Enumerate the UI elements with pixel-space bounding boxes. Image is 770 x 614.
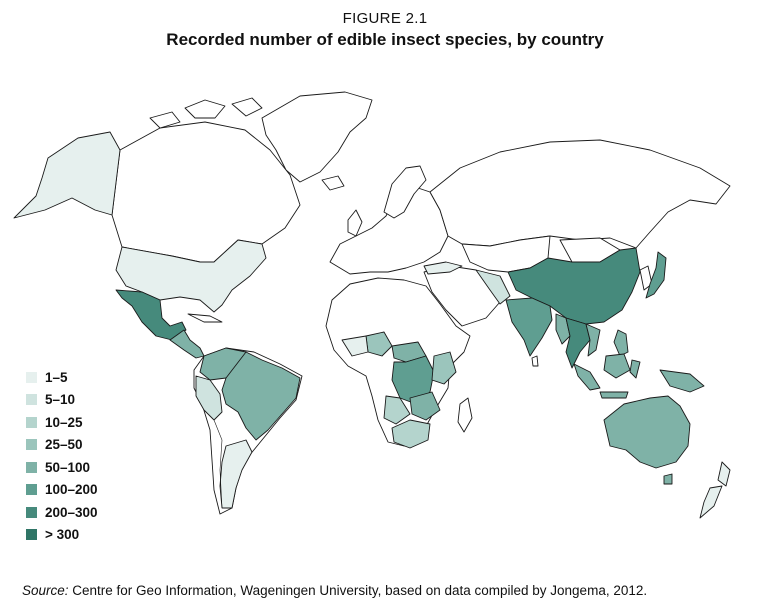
figure-label: FIGURE 2.1 (342, 10, 428, 27)
legend-label: 5–10 (45, 392, 76, 408)
legend-label: 50–100 (45, 459, 91, 475)
png-region (659, 369, 705, 393)
sulawesi-region (629, 359, 641, 379)
legend-label: 25–50 (45, 437, 83, 453)
legend-swatch (26, 416, 37, 428)
west-africa-region (341, 335, 369, 357)
arctic-island-1 (184, 99, 226, 119)
tasmania-region (663, 473, 673, 485)
source-prefix: Source: (22, 583, 69, 598)
cuba-island (187, 313, 223, 323)
legend-label: 100–200 (45, 482, 98, 498)
legend-label: 1–5 (45, 369, 68, 385)
legend-item: > 300 (26, 524, 166, 547)
borneo-region (603, 353, 631, 379)
legend-swatch (26, 529, 37, 541)
legend-label: > 300 (45, 527, 80, 543)
russia-region (429, 139, 731, 249)
australia-region (603, 395, 691, 469)
vietnam-region (585, 323, 601, 357)
legend-item: 100–200 (26, 479, 166, 502)
arctic-island-2 (231, 97, 263, 117)
turkey-region (423, 261, 463, 275)
legend-label: 10–25 (45, 414, 83, 430)
peru-region (195, 375, 223, 421)
legend-swatch (26, 484, 37, 496)
india-region (505, 297, 553, 357)
angola-region (383, 395, 411, 425)
zambia-region (409, 391, 441, 421)
drc-region (391, 355, 435, 405)
source-text: Centre for Geo Information, Wageningen U… (68, 583, 648, 598)
legend-item: 1–5 (26, 366, 166, 389)
sumatra-region (573, 363, 601, 391)
legend-swatch (26, 461, 37, 473)
japan-region (645, 251, 667, 299)
legend-swatch (26, 439, 37, 451)
sri-lanka-region (531, 355, 539, 367)
alaska-region (13, 131, 121, 219)
iran-region (475, 269, 511, 305)
east-africa-region (431, 351, 457, 385)
philippines-region (613, 329, 629, 357)
java-region (599, 391, 629, 399)
legend-item: 10–25 (26, 411, 166, 434)
brazil-region (221, 351, 301, 441)
new-zealand-south (699, 485, 723, 519)
legend-item: 25–50 (26, 434, 166, 457)
greenland-region (261, 91, 373, 183)
argentina-region (219, 439, 253, 509)
legend-label: 200–300 (45, 504, 98, 520)
madagascar-region (457, 397, 473, 433)
iceland-region (321, 175, 345, 191)
mexico-region (115, 289, 187, 341)
legend-swatch (26, 506, 37, 518)
arctic-island-3 (149, 111, 181, 129)
source-note: Source: Centre for Geo Information, Wage… (22, 583, 647, 598)
usa-region (115, 239, 267, 313)
uk-region (347, 209, 363, 237)
central-america-region (169, 329, 205, 359)
new-zealand-north (717, 461, 731, 487)
map-legend: 1–5 5–10 10–25 25–50 50–100 100–200 200–… (26, 366, 166, 546)
legend-item: 5–10 (26, 389, 166, 412)
legend-item: 50–100 (26, 456, 166, 479)
figure-title: Recorded number of edible insect species… (166, 30, 604, 49)
south-africa-region (391, 419, 431, 449)
legend-swatch (26, 394, 37, 406)
middle-east-region (423, 265, 501, 327)
scandinavia-region (383, 165, 427, 219)
world-map (13, 91, 731, 519)
legend-item: 200–300 (26, 501, 166, 524)
legend-swatch (26, 371, 37, 383)
